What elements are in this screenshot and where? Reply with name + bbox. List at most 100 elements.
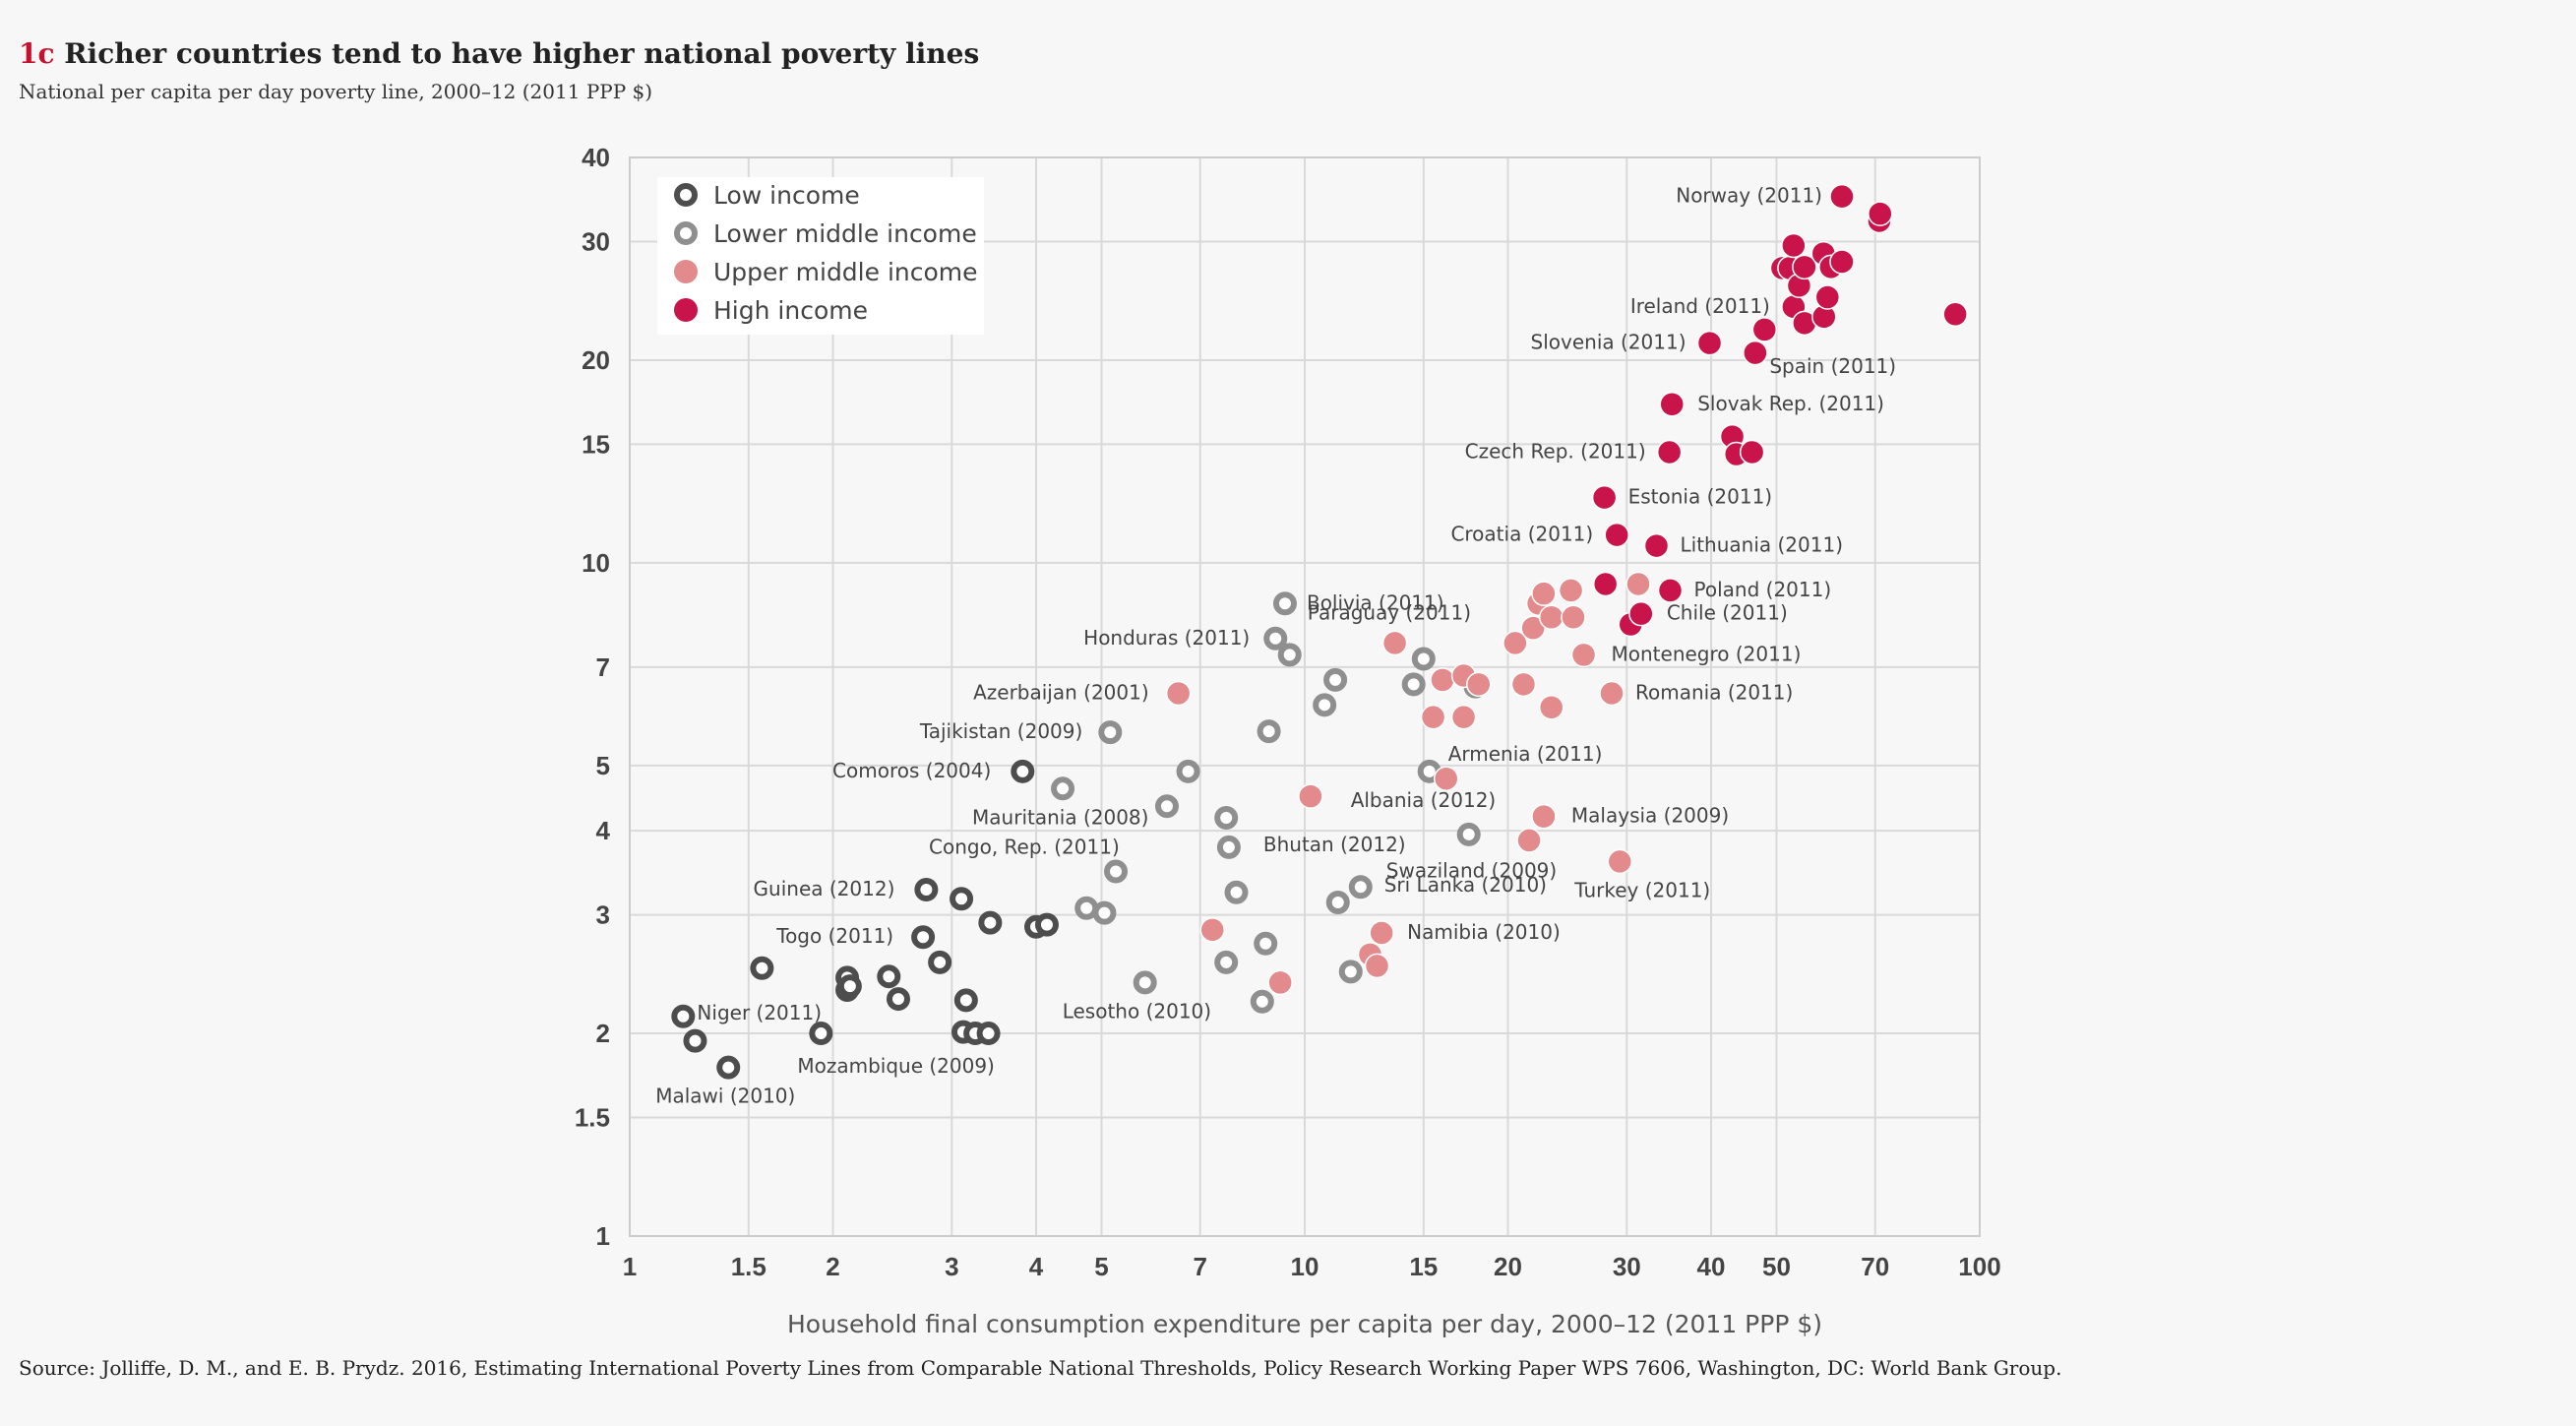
data-point-lower-middle xyxy=(1325,890,1350,914)
y-tick-label: 30 xyxy=(582,226,610,256)
data-point-upper-middle xyxy=(1538,604,1564,630)
data-point-upper-middle xyxy=(1538,694,1564,720)
point-label: Spain (2011) xyxy=(1769,354,1896,378)
data-point-lower-middle xyxy=(1338,960,1363,984)
data-point-upper-middle xyxy=(1558,578,1584,603)
legend-label: Upper middle income xyxy=(713,258,978,286)
y-tick-label: 4 xyxy=(596,816,611,845)
data-point-low xyxy=(809,1022,833,1046)
data-point-lower-middle xyxy=(1272,591,1297,616)
point-label: Armenia (2011) xyxy=(1448,742,1603,766)
data-point-upper-middle xyxy=(1199,917,1225,943)
data-point-high xyxy=(1591,484,1618,511)
chart-header: 1c Richer countries tend to have higher … xyxy=(19,37,979,103)
data-point-lower-middle xyxy=(1214,806,1239,831)
data-point-lower-middle xyxy=(1254,931,1278,956)
data-point-low xyxy=(978,910,1003,935)
chart-title: 1c Richer countries tend to have higher … xyxy=(19,37,979,70)
point-label: Lesotho (2010) xyxy=(1063,999,1211,1023)
legend-label: Lower middle income xyxy=(713,219,977,248)
source-note: Source: Jolliffe, D. M., and E. B. Prydz… xyxy=(19,1356,2062,1380)
data-points xyxy=(671,183,1968,1080)
data-point-upper-middle xyxy=(1420,704,1446,730)
x-tick-label: 2 xyxy=(826,1252,839,1281)
point-label: Turkey (2011) xyxy=(1573,878,1710,901)
y-tick-label: 7 xyxy=(596,652,610,682)
point-label: Romania (2011) xyxy=(1635,680,1793,704)
data-point-upper-middle xyxy=(1364,953,1390,979)
data-point-high xyxy=(1604,522,1629,548)
point-label: Mauritania (2008) xyxy=(972,805,1148,829)
point-label: Bolivia (2011) xyxy=(1307,590,1444,614)
x-tick-label: 1 xyxy=(623,1252,637,1281)
point-label: Congo, Rep. (2011) xyxy=(929,835,1120,858)
data-point-upper-middle xyxy=(1531,581,1557,606)
point-label: Malawi (2010) xyxy=(655,1085,795,1108)
data-point-high xyxy=(1743,340,1768,366)
y-tick-label: 2 xyxy=(596,1019,610,1048)
x-axis-title: Household final consumption expenditure … xyxy=(787,1310,1822,1338)
data-point-lower-middle xyxy=(1176,759,1200,783)
plot-border xyxy=(629,156,1981,1237)
data-point-high xyxy=(1814,284,1841,310)
data-point-low xyxy=(877,964,901,989)
point-label: Tajikistan (2009) xyxy=(919,719,1082,743)
data-point-low xyxy=(914,877,939,901)
data-point-high xyxy=(1657,578,1684,603)
data-point-lower-middle xyxy=(1401,672,1426,697)
data-point-lower-middle xyxy=(1051,776,1075,801)
data-point-high xyxy=(1659,392,1685,417)
x-tick-label: 5 xyxy=(1094,1252,1108,1281)
point-label: Honduras (2011) xyxy=(1083,626,1250,650)
point-label: Mozambique (2009) xyxy=(797,1054,995,1078)
point-label: Azerbaijan (2001) xyxy=(973,680,1149,704)
point-label: Bhutan (2012) xyxy=(1263,833,1406,856)
data-point-upper-middle xyxy=(1298,783,1323,809)
data-point-high xyxy=(1656,439,1683,465)
point-label: Namibia (2010) xyxy=(1407,920,1561,944)
data-point-upper-middle xyxy=(1165,680,1192,707)
point-label: Malaysia (2009) xyxy=(1571,804,1729,828)
x-tick-label: 100 xyxy=(1958,1252,2000,1281)
data-point-low xyxy=(886,987,910,1012)
x-tick-label: 20 xyxy=(1494,1252,1522,1281)
data-point-upper-middle xyxy=(1531,803,1557,830)
legend-marker-lower-middle xyxy=(674,221,698,245)
y-tick-label: 5 xyxy=(596,751,610,780)
data-point-lower-middle xyxy=(1323,667,1348,692)
data-point-upper-middle xyxy=(1369,920,1394,946)
data-point-upper-middle xyxy=(1625,571,1651,597)
point-label: Togo (2011) xyxy=(775,924,893,948)
point-labels: Malawi (2010)Mozambique (2009) Niger (201… xyxy=(655,184,1896,1108)
x-tick-label: 30 xyxy=(1613,1252,1641,1281)
legend-label: Low income xyxy=(713,181,860,210)
data-point-high xyxy=(1628,600,1654,627)
data-point-lower-middle xyxy=(1263,626,1288,651)
figure-number: 1c xyxy=(19,37,55,70)
data-point-high xyxy=(1829,249,1855,275)
data-point-upper-middle xyxy=(1466,671,1492,698)
data-point-lower-middle xyxy=(1074,896,1099,920)
data-point-high xyxy=(1739,439,1765,465)
point-label: Ireland (2011) xyxy=(1630,294,1770,318)
point-label: Albania (2012) xyxy=(1351,788,1497,812)
legend-marker-high xyxy=(674,298,698,322)
data-point-lower-middle xyxy=(1098,720,1123,745)
x-tick-label: 1.5 xyxy=(731,1252,767,1281)
data-point-upper-middle xyxy=(1510,671,1537,698)
point-label: Guinea (2012) xyxy=(754,877,895,900)
data-point-high xyxy=(1868,201,1893,226)
data-point-lower-middle xyxy=(1250,989,1274,1014)
title-text: Richer countries tend to have higher nat… xyxy=(64,37,980,70)
data-point-lower-middle xyxy=(1154,794,1179,819)
data-point-low xyxy=(911,925,936,950)
point-label: Croatia (2011) xyxy=(1450,523,1593,546)
point-label: Lithuania (2011) xyxy=(1681,533,1844,557)
data-point-upper-middle xyxy=(1450,704,1477,730)
data-point-low xyxy=(671,1004,696,1028)
data-point-high xyxy=(1696,330,1723,356)
data-point-upper-middle xyxy=(1561,604,1586,630)
y-tick-label: 40 xyxy=(582,143,610,172)
x-tick-label: 3 xyxy=(945,1252,958,1281)
data-point-upper-middle xyxy=(1503,630,1528,656)
